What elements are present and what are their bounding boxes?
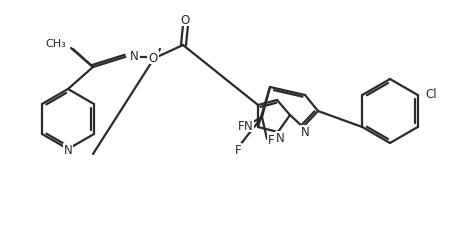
- Text: CH₃: CH₃: [45, 39, 66, 49]
- Text: F: F: [238, 120, 244, 133]
- Text: Cl: Cl: [426, 87, 437, 100]
- Text: F: F: [234, 144, 242, 157]
- Text: O: O: [148, 51, 158, 64]
- Text: N: N: [64, 144, 72, 157]
- Text: N: N: [276, 132, 284, 145]
- Text: O: O: [181, 13, 189, 26]
- Text: N: N: [301, 126, 310, 139]
- Text: N: N: [130, 49, 139, 62]
- Text: F: F: [268, 133, 274, 146]
- Text: N: N: [244, 119, 253, 132]
